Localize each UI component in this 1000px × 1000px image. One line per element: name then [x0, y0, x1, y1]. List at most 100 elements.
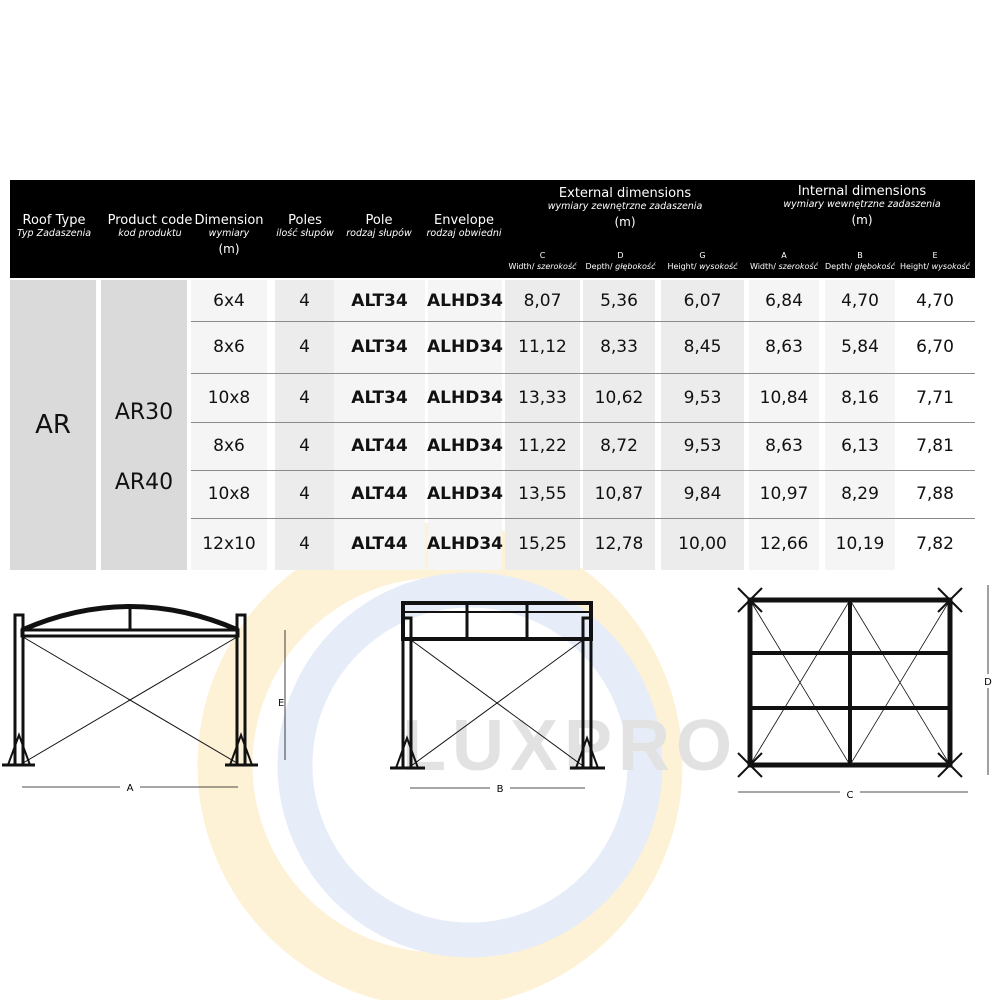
header-dimension: Dimension wymiary (m): [194, 213, 264, 256]
int-depth-b-cell: 10,19: [835, 534, 885, 554]
ext-height-g-cell: 8,45: [683, 337, 722, 357]
subheader-e: E Height/ wysokość: [899, 251, 971, 271]
int-width-a-cell: 8,63: [765, 436, 803, 456]
row-divider: [191, 373, 975, 374]
ext-width-c-cell: 8,07: [523, 290, 562, 311]
header-internal: Internal dimensions wymiary wewnętrzne za…: [783, 184, 941, 227]
pole-type-cell: ALT34: [351, 337, 408, 357]
int-height-e-cell: 7,88: [916, 484, 954, 504]
poles-cell: 4: [299, 387, 310, 408]
envelope-cell: ALHD34: [427, 290, 503, 311]
ext-depth-d-cell: 8,33: [600, 337, 638, 357]
ext-height-g-cell: 6,07: [683, 290, 722, 311]
dimension-label-d: D: [984, 677, 992, 688]
header-roof-type: Roof Type Typ Zadaszenia: [16, 213, 92, 239]
top-view-drawing: C D: [737, 585, 996, 800]
row-divider: [191, 470, 975, 471]
dimension-cell: 10x8: [207, 484, 251, 504]
poles-cell: 4: [299, 436, 310, 456]
dimension-cell: 10x8: [207, 387, 251, 408]
pole-type-cell: ALT34: [351, 387, 408, 408]
product-code-ar40: AR40: [101, 425, 187, 570]
int-height-e-cell: 7,71: [916, 387, 954, 408]
ext-height-g-cell: 9,84: [683, 484, 722, 504]
roof-type-cell: AR: [10, 280, 96, 570]
subheader-g: G Height/ wysokość: [667, 251, 738, 271]
dimension-label-e: E: [278, 698, 285, 709]
dimension-cell: 12x10: [202, 534, 256, 554]
dimension-label-b: B: [497, 784, 504, 795]
column-bg: [661, 280, 744, 570]
int-depth-b-cell: 8,16: [841, 387, 879, 408]
column-bg: [191, 280, 267, 570]
ext-height-g-cell: 9,53: [683, 436, 722, 456]
poles-cell: 4: [299, 337, 310, 357]
dimension-cell: 6x4: [213, 290, 245, 311]
column-bg: [895, 280, 975, 570]
subheader-a: A Width/ szerokość: [749, 251, 819, 271]
pole-type-cell: ALT44: [351, 484, 408, 504]
side-view-drawing: B: [390, 601, 605, 795]
column-bg: [334, 280, 425, 570]
ext-width-c-cell: 13,33: [518, 387, 567, 408]
ext-width-c-cell: 11,22: [518, 436, 567, 456]
pole-type-cell: ALT44: [351, 534, 408, 554]
ext-depth-d-cell: 8,72: [600, 436, 638, 456]
column-bg: [428, 280, 502, 570]
int-depth-b-cell: 5,84: [841, 337, 879, 357]
int-height-e-cell: 4,70: [916, 290, 954, 311]
product-code-ar30: AR30: [101, 280, 187, 425]
row-divider: [191, 321, 975, 322]
ext-width-c-cell: 11,12: [518, 337, 567, 357]
front-view-drawing: A: [2, 604, 258, 794]
subheader-d: D Depth/ głębokość: [585, 251, 656, 271]
envelope-cell: ALHD34: [427, 436, 503, 456]
dimension-label-a: A: [127, 783, 134, 794]
ext-width-c-cell: 13,55: [518, 484, 567, 504]
pole-type-cell: ALT44: [351, 436, 408, 456]
int-width-a-cell: 8,63: [765, 337, 803, 357]
ext-width-c-cell: 15,25: [518, 534, 567, 554]
poles-cell: 4: [299, 484, 310, 504]
row-divider: [191, 422, 975, 423]
height-dimension-line: [284, 630, 286, 760]
int-width-a-cell: 6,84: [765, 290, 803, 311]
header-pole: Pole rodzaj słupów: [346, 213, 412, 239]
int-width-a-cell: 10,84: [759, 387, 809, 408]
ext-depth-d-cell: 10,62: [594, 387, 644, 408]
int-height-e-cell: 6,70: [916, 337, 954, 357]
column-bg: [505, 280, 580, 570]
envelope-cell: ALHD34: [427, 337, 503, 357]
envelope-cell: ALHD34: [427, 387, 503, 408]
column-bg: [275, 280, 334, 570]
envelope-cell: ALHD34: [427, 534, 503, 554]
ext-height-g-cell: 9,53: [683, 387, 722, 408]
pole-type-cell: ALT34: [351, 290, 408, 311]
int-width-a-cell: 10,97: [759, 484, 809, 504]
column-bg: [749, 280, 819, 570]
column-bg: [825, 280, 895, 570]
int-width-a-cell: 12,66: [759, 534, 809, 554]
int-depth-b-cell: 4,70: [841, 290, 879, 311]
subheader-c: C Width/ szerokość: [508, 251, 577, 271]
envelope-cell: ALHD34: [427, 484, 503, 504]
header-envelope: Envelope rodzaj obwiedni: [426, 213, 502, 239]
ext-height-g-cell: 10,00: [678, 534, 727, 554]
poles-cell: 4: [299, 534, 310, 554]
dimension-cell: 8x6: [213, 436, 245, 456]
table-header: Roof Type Typ Zadaszenia Product code kod …: [10, 180, 975, 278]
column-bg: [583, 280, 655, 570]
int-height-e-cell: 7,82: [916, 534, 954, 554]
int-depth-b-cell: 6,13: [841, 436, 879, 456]
header-poles: Poles ilość słupów: [276, 213, 334, 239]
ext-depth-d-cell: 12,78: [594, 534, 644, 554]
header-product-code: Product code kod produktu: [107, 213, 193, 239]
int-depth-b-cell: 8,29: [841, 484, 879, 504]
ext-depth-d-cell: 5,36: [600, 290, 638, 311]
dimension-label-c: C: [847, 790, 854, 800]
header-external: External dimensions wymiary zewnętrzne za…: [547, 186, 703, 229]
poles-cell: 4: [299, 290, 310, 311]
int-height-e-cell: 7,81: [916, 436, 954, 456]
watermark-text: LUXPRO: [402, 706, 738, 786]
subheader-b: B Depth/ głębokość: [825, 251, 895, 271]
